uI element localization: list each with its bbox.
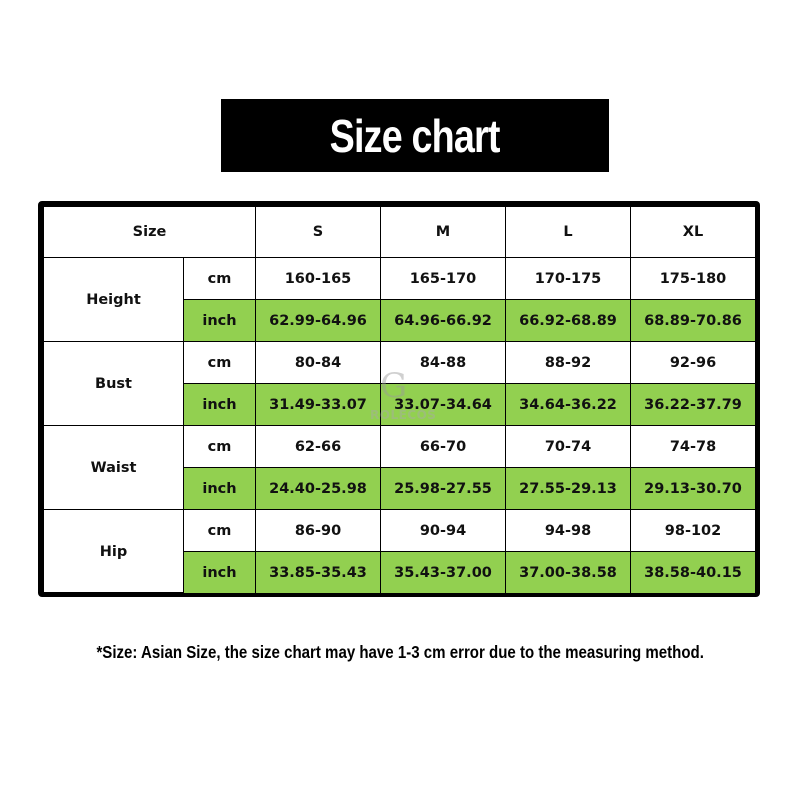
inch-value: 68.89-70.86 bbox=[630, 299, 756, 342]
inch-value: 34.64-36.22 bbox=[505, 383, 631, 426]
cm-value: 66-70 bbox=[380, 425, 506, 468]
cm-value: 175-180 bbox=[630, 257, 756, 300]
page-title: Size chart bbox=[330, 109, 501, 162]
measure-label: Hip bbox=[43, 509, 184, 594]
inch-value: 37.00-38.58 bbox=[505, 551, 631, 594]
title-banner: Size chart bbox=[221, 99, 609, 172]
inch-value: 36.22-37.79 bbox=[630, 383, 756, 426]
inch-value: 38.58-40.15 bbox=[630, 551, 756, 594]
cm-value: 90-94 bbox=[380, 509, 506, 552]
unit-label-cm: cm bbox=[183, 425, 256, 468]
table-row-height-cm: Height cm 160-165 165-170 170-175 175-180 bbox=[43, 257, 756, 342]
cm-value: 74-78 bbox=[630, 425, 756, 468]
unit-label-cm: cm bbox=[183, 341, 256, 384]
header-row: Size S M L XL bbox=[43, 206, 756, 258]
cm-value: 70-74 bbox=[505, 425, 631, 468]
inch-value: 33.85-35.43 bbox=[255, 551, 381, 594]
table-row-waist-cm: Waist cm 62-66 66-70 70-74 74-78 bbox=[43, 425, 756, 510]
inch-value: 64.96-66.92 bbox=[380, 299, 506, 342]
table-row-bust-cm: Bust cm 80-84 84-88 88-92 92-96 bbox=[43, 341, 756, 426]
header-size-xl: XL bbox=[630, 206, 756, 258]
inch-value: 62.99-64.96 bbox=[255, 299, 381, 342]
table-row-waist-inch: inch 24.40-25.98 25.98-27.55 27.55-29.13 29.… bbox=[44, 467, 756, 510]
cm-value: 86-90 bbox=[255, 509, 381, 552]
cm-value: 160-165 bbox=[255, 257, 381, 300]
cm-value: 165-170 bbox=[380, 257, 506, 300]
unit-label-cm: cm bbox=[183, 509, 256, 552]
table-row-bust-inch: inch 31.49-33.07 33.07-34.64 34.64-36.22 36.… bbox=[44, 383, 756, 426]
inch-value: 66.92-68.89 bbox=[505, 299, 631, 342]
unit-label-inch: inch bbox=[183, 467, 256, 510]
cm-value: 88-92 bbox=[505, 341, 631, 384]
measure-label: Height bbox=[43, 257, 184, 342]
cm-value: 62-66 bbox=[255, 425, 381, 468]
footnote: *Size: Asian Size, the size chart may ha… bbox=[96, 642, 704, 662]
unit-label-inch: inch bbox=[183, 551, 256, 594]
header-size-label: Size bbox=[43, 206, 256, 258]
unit-label-cm: cm bbox=[183, 257, 256, 300]
cm-value: 84-88 bbox=[380, 341, 506, 384]
inch-value: 27.55-29.13 bbox=[505, 467, 631, 510]
inch-value: 25.98-27.55 bbox=[380, 467, 506, 510]
size-chart-table: Size S M L XL Height cm 160-165 165-170 170… bbox=[38, 201, 760, 597]
inch-value: 35.43-37.00 bbox=[380, 551, 506, 594]
measure-label: Bust bbox=[43, 341, 184, 426]
inch-value: 31.49-33.07 bbox=[255, 383, 381, 426]
unit-label-inch: inch bbox=[183, 383, 256, 426]
inch-value: 29.13-30.70 bbox=[630, 467, 756, 510]
cm-value: 80-84 bbox=[255, 341, 381, 384]
cm-value: 98-102 bbox=[630, 509, 756, 552]
table-row-hip-inch: inch 33.85-35.43 35.43-37.00 37.00-38.58 38.… bbox=[44, 551, 756, 594]
cm-value: 94-98 bbox=[505, 509, 631, 552]
cm-value: 92-96 bbox=[630, 341, 756, 384]
table-row-height-inch: inch 62.99-64.96 64.96-66.92 66.92-68.89 68.… bbox=[44, 299, 756, 342]
table-row-hip-cm: Hip cm 86-90 90-94 94-98 98-102 bbox=[43, 509, 756, 594]
cm-value: 170-175 bbox=[505, 257, 631, 300]
header-size-m: M bbox=[380, 206, 506, 258]
unit-label-inch: inch bbox=[183, 299, 256, 342]
inch-value: 24.40-25.98 bbox=[255, 467, 381, 510]
header-size-l: L bbox=[505, 206, 631, 258]
header-size-s: S bbox=[255, 206, 381, 258]
measure-label: Waist bbox=[43, 425, 184, 510]
inch-value: 33.07-34.64 bbox=[380, 383, 506, 426]
